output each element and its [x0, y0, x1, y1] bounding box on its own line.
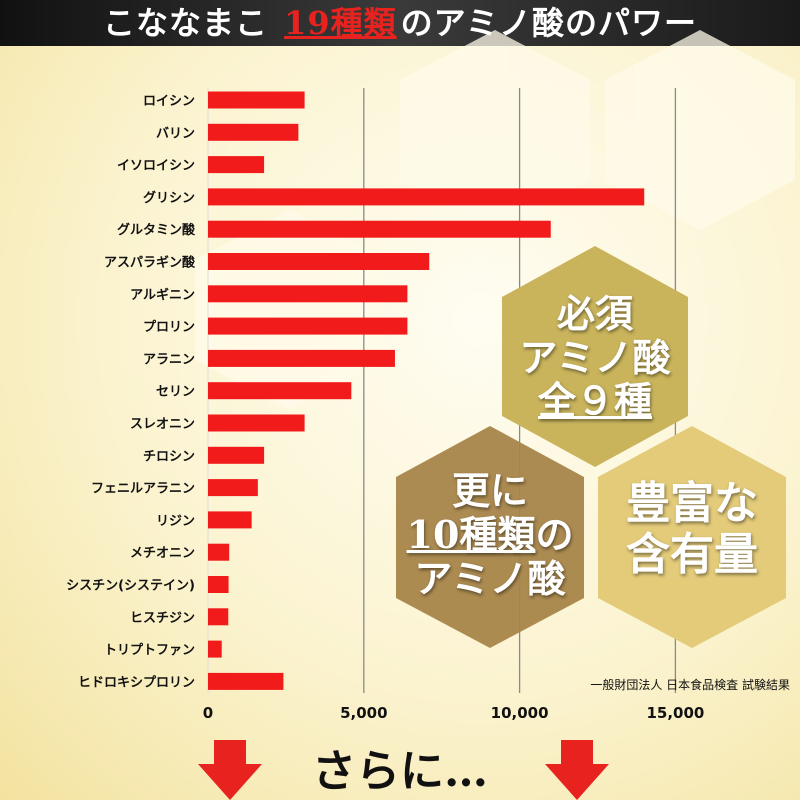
title-highlight: 19種類 [284, 4, 397, 42]
bar [208, 123, 299, 141]
category-label: シスチン(システイン) [66, 579, 195, 594]
bar [208, 382, 352, 400]
badge-essential-line2: アミノ酸 [519, 334, 671, 380]
badge-additional-count: 10種類 [406, 512, 536, 558]
bar [208, 672, 284, 690]
bar [208, 91, 305, 109]
bar [208, 511, 252, 529]
category-label: バリン [156, 126, 195, 141]
title-product: こななまこ [102, 4, 268, 42]
category-label: アルギニン [130, 287, 195, 303]
category-label: リジン [156, 514, 195, 529]
badge-additional-line3: アミノ酸 [414, 555, 566, 601]
badge-rich-line1: 豊富な [626, 478, 758, 530]
category-label: プロリン [143, 320, 195, 335]
page-title: こななまこ 19種類 のアミノ酸のパワー [0, 0, 800, 46]
category-label: グリシン [143, 190, 195, 206]
badge-additional-particle: の [535, 512, 574, 558]
bar [208, 188, 645, 206]
source-note: 一般財団法人 日本食品検査 試験結果 [590, 678, 790, 692]
bar [208, 446, 265, 464]
bar [208, 414, 305, 432]
x-tick-label: 5,000 [340, 704, 387, 722]
badge-additional-line1: 更に [451, 468, 528, 514]
bar [208, 543, 230, 561]
bar [208, 156, 265, 174]
badge-rich-line2: 含有量 [626, 529, 758, 580]
category-label: セリン [156, 385, 195, 400]
badge-essential-line3: 全９種 [537, 378, 652, 424]
category-label: フェニルアラニン [91, 482, 195, 497]
category-label: ヒドロキシプロリン [78, 675, 195, 690]
category-label: ロイシン [143, 94, 195, 109]
bar [208, 220, 551, 238]
bar [208, 576, 229, 593]
category-label: ヒスチジン [130, 611, 195, 626]
category-label: アラニン [143, 352, 195, 367]
down-arrow-icon [545, 740, 609, 800]
badge-essential-line1: 必須 [556, 290, 633, 336]
category-label: グルタミン酸 [117, 222, 196, 238]
bar [208, 608, 229, 626]
bar [208, 253, 430, 270]
bar [208, 349, 395, 367]
category-label: イソロイシン [117, 159, 195, 174]
x-tick-label: 0 [203, 704, 213, 722]
category-label: チロシン [143, 449, 195, 464]
bar [208, 317, 408, 335]
x-tick-label: 10,000 [491, 704, 549, 722]
category-label: アスパラギン酸 [104, 255, 196, 271]
x-tick-label: 15,000 [646, 704, 704, 722]
title-rest: のアミノ酸のパワー [400, 4, 698, 42]
badge-rich: 豊富な 含有量 [598, 460, 786, 600]
category-label: トリプトファン [104, 643, 195, 658]
category-label: スレオニン [130, 417, 195, 432]
footer-more-text: さらに… [312, 746, 488, 797]
down-arrow-icon [198, 740, 262, 800]
badge-additional: 更に 10種類の アミノ酸 [396, 440, 584, 630]
badge-essential: 必須 アミノ酸 全９種 [502, 270, 688, 445]
bar [208, 285, 408, 303]
bar [208, 640, 222, 658]
bar [208, 479, 258, 497]
category-label: メチオニン [130, 546, 195, 561]
